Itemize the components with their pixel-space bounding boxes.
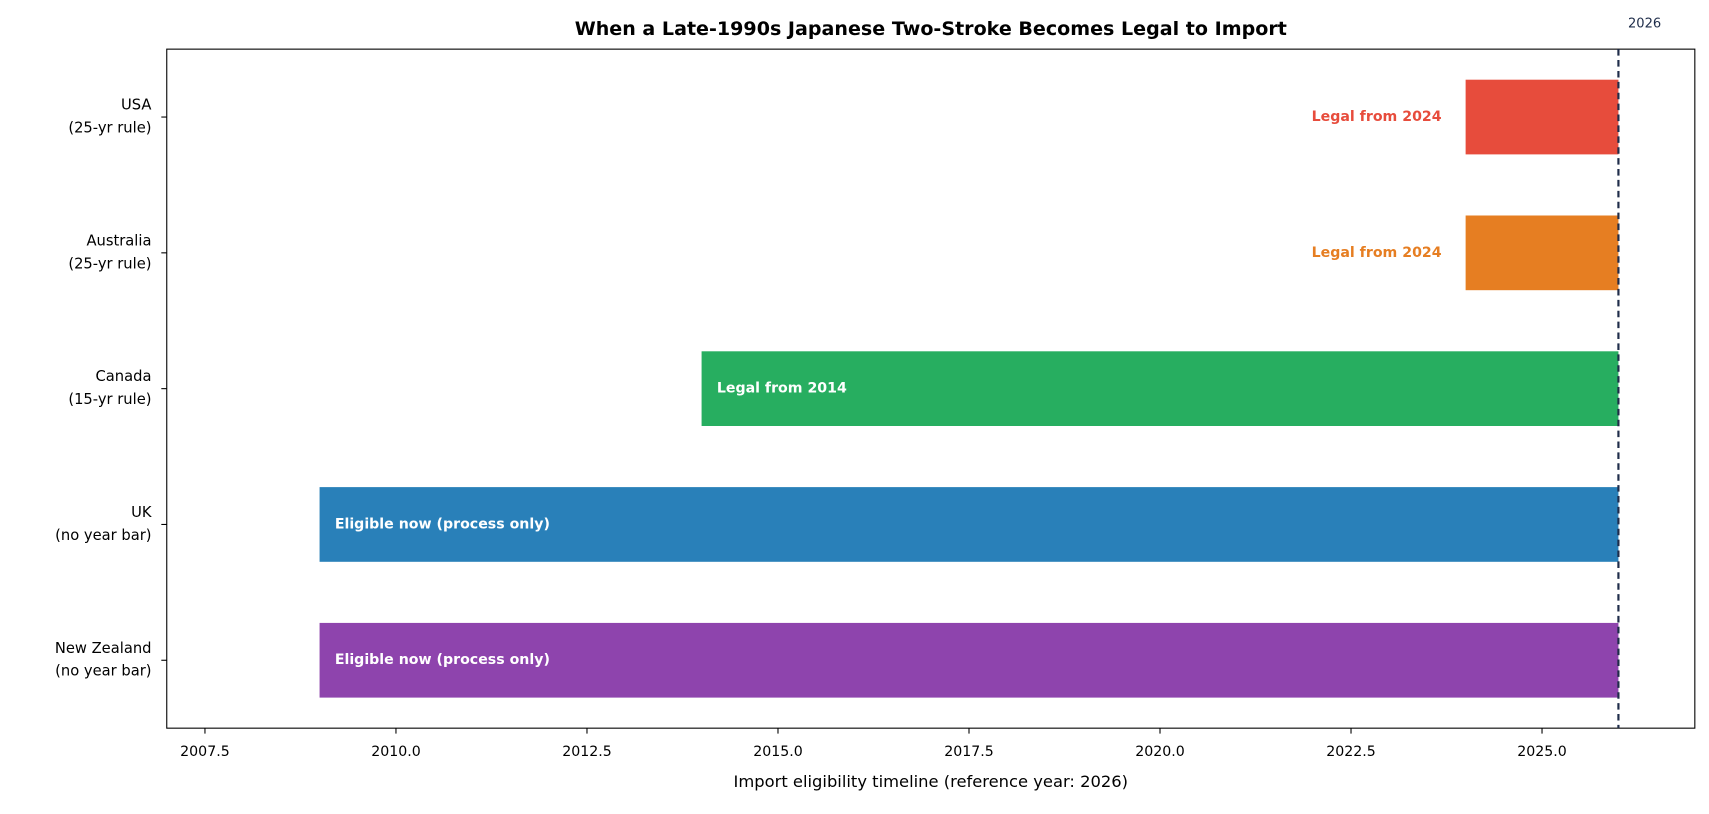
- bar: [319, 622, 1619, 698]
- x-tick-label: 2020.0: [1135, 744, 1185, 760]
- bar: [1465, 79, 1619, 155]
- bar: [701, 351, 1619, 426]
- x-tick-label: 2022.5: [1326, 744, 1376, 760]
- y-tick-label: USA (25-yr rule): [68, 97, 151, 137]
- x-tick-label: 2017.5: [944, 744, 994, 760]
- bar-label: Legal from 2014: [717, 381, 847, 397]
- y-tick-label: New Zealand (no year bar): [55, 640, 152, 680]
- bar-label: Eligible now (process only): [335, 516, 550, 532]
- x-tick-label: 2010.0: [371, 744, 421, 760]
- x-tick-label: 2012.5: [562, 744, 612, 760]
- y-tick-label: Australia (25-yr rule): [68, 232, 151, 272]
- bar-label: Legal from 2024: [1312, 245, 1442, 261]
- x-axis-label: Import eligibility timeline (reference y…: [734, 772, 1128, 791]
- y-tick-label: UK (no year bar): [55, 504, 152, 544]
- bar: [1465, 215, 1619, 291]
- reference-label: 2026: [1628, 17, 1661, 32]
- y-tick-label: Canada (15-yr rule): [68, 368, 151, 408]
- x-tick-label: 2015.0: [753, 744, 803, 760]
- bar: [319, 487, 1619, 562]
- bar-label: Eligible now (process only): [335, 652, 550, 668]
- bar-label: Legal from 2024: [1312, 109, 1442, 125]
- x-tick-label: 2007.5: [180, 744, 230, 760]
- x-tick-label: 2025.0: [1517, 744, 1567, 760]
- chart-title: When a Late-1990s Japanese Two-Stroke Be…: [575, 18, 1287, 40]
